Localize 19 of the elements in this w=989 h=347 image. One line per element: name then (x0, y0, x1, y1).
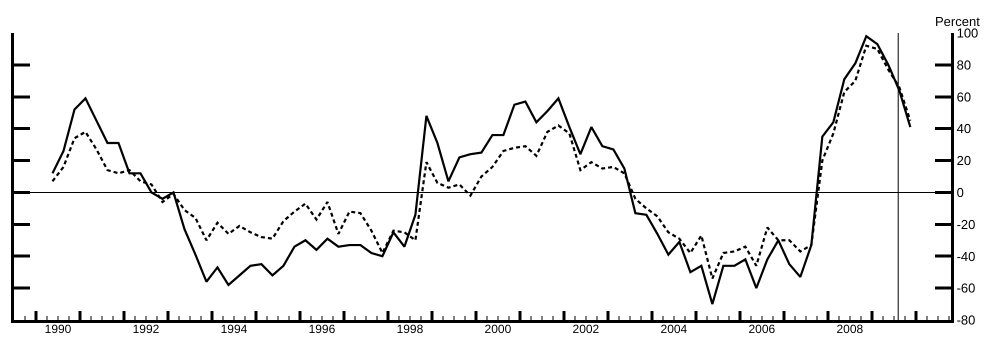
y-tick-label: 20 (956, 153, 972, 168)
y-tick-label: 40 (956, 121, 972, 136)
y-tick-label: 80 (956, 57, 972, 72)
y-tick-label: 60 (956, 89, 972, 104)
y-tick-label: -60 (956, 280, 976, 296)
x-tick-label: 1998 (396, 322, 424, 336)
x-tick-label: 2000 (484, 322, 512, 336)
x-tick-label: 2008 (836, 322, 864, 336)
x-tick-label: 1990 (44, 322, 72, 336)
x-tick-label: 2004 (660, 322, 688, 336)
x-tick-label: 2002 (572, 322, 600, 336)
x-tick-label: 2006 (748, 322, 776, 336)
y-tick-label: -40 (956, 248, 976, 264)
y-tick-label: 0 (956, 184, 964, 200)
x-tick-label: 1996 (308, 322, 336, 336)
x-tick-label: 1992 (132, 322, 160, 336)
y-tick-label: -20 (956, 216, 976, 232)
y-tick-label: -80 (956, 312, 976, 328)
x-tick-label: 1994 (220, 322, 248, 336)
